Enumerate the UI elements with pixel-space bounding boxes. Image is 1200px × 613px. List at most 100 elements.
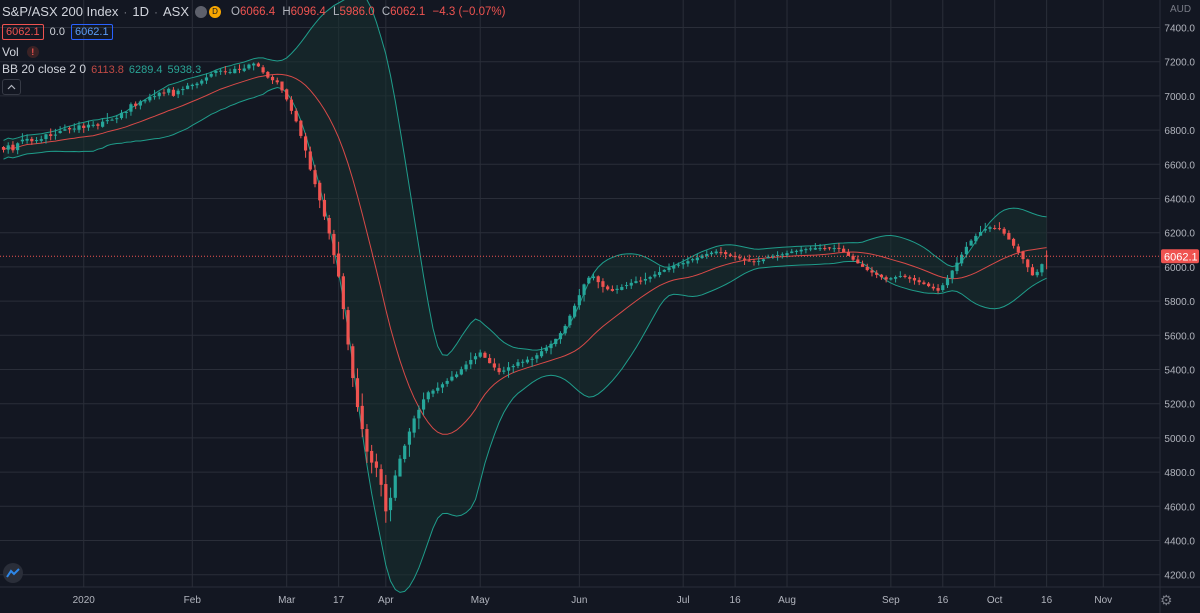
currency-label: AUD bbox=[1170, 4, 1191, 15]
candle-body bbox=[587, 277, 591, 284]
candle-body bbox=[44, 134, 48, 140]
candle-body bbox=[261, 67, 265, 73]
volume-label: Vol bbox=[2, 45, 19, 59]
candle-body bbox=[988, 227, 992, 229]
candle-body bbox=[440, 384, 445, 388]
candle-body bbox=[228, 71, 232, 73]
candle-body bbox=[667, 267, 671, 270]
candle-body bbox=[294, 110, 298, 122]
candle-body bbox=[351, 346, 355, 379]
time-tick-label: Aug bbox=[778, 595, 796, 606]
candle-body bbox=[1030, 267, 1035, 276]
candle-body bbox=[889, 278, 893, 280]
candle-body bbox=[327, 218, 331, 234]
price-tick-label: 6000.0 bbox=[1164, 263, 1195, 274]
candle-body bbox=[738, 257, 742, 259]
candle-body bbox=[662, 269, 666, 272]
price-tick-label: 7400.0 bbox=[1164, 24, 1195, 35]
candle-body bbox=[629, 282, 633, 286]
candle-body bbox=[181, 89, 185, 91]
candle-body bbox=[535, 355, 539, 359]
price-tick-label: 7200.0 bbox=[1164, 58, 1195, 69]
candle-body bbox=[893, 277, 898, 279]
candle-body bbox=[110, 119, 114, 121]
candle-body bbox=[247, 64, 251, 69]
candle-body bbox=[478, 352, 482, 357]
candle-body bbox=[761, 259, 766, 262]
candle-body bbox=[842, 248, 846, 253]
symbol-name[interactable]: S&P/ASX 200 Index bbox=[2, 4, 119, 19]
candle-body bbox=[337, 253, 341, 277]
tradingview-logo-icon[interactable] bbox=[3, 563, 23, 583]
candle-body bbox=[129, 104, 133, 112]
candle-body bbox=[346, 310, 350, 345]
symbol-legend[interactable]: S&P/ASX 200 Index · 1D · ASX D O6066.4 H… bbox=[2, 4, 506, 19]
candle-body bbox=[167, 88, 171, 93]
candle-body bbox=[374, 461, 378, 468]
candle-body bbox=[82, 125, 86, 128]
candle-body bbox=[1035, 271, 1039, 276]
candle-body bbox=[6, 145, 10, 150]
candle-body bbox=[473, 356, 478, 360]
candle-body bbox=[403, 445, 407, 460]
candle-body bbox=[313, 170, 317, 185]
candle-body bbox=[931, 286, 935, 289]
candle-body bbox=[365, 429, 369, 452]
candle-body bbox=[67, 128, 72, 130]
candle-body bbox=[58, 131, 62, 134]
bb-legend[interactable]: BB 20 close 2 0 6113.8 6289.4 5938.3 bbox=[2, 62, 201, 76]
candle-body bbox=[643, 278, 648, 281]
time-tick-label: Sep bbox=[882, 595, 900, 606]
warning-icon[interactable]: ! bbox=[26, 46, 39, 58]
candle-body bbox=[596, 276, 600, 283]
candle-body bbox=[497, 368, 501, 373]
candle-body bbox=[242, 68, 246, 71]
candle-body bbox=[634, 281, 638, 284]
time-tick-label: Nov bbox=[1094, 595, 1112, 606]
chevron-up-icon[interactable] bbox=[2, 79, 21, 95]
candle-body bbox=[266, 71, 270, 78]
time-tick-label: Jun bbox=[571, 595, 587, 606]
time-tick-label: 17 bbox=[333, 595, 345, 606]
candle-body bbox=[492, 363, 496, 368]
candle-body bbox=[950, 270, 954, 279]
ohlc-values: O6066.4 H6096.4 L5986.0 C6062.1 −4.3 (−0… bbox=[231, 5, 506, 18]
interval-label[interactable]: 1D bbox=[132, 4, 149, 19]
price-tick-label: 6400.0 bbox=[1164, 195, 1195, 206]
bb-values: 6113.8 6289.4 5938.3 bbox=[91, 64, 202, 76]
sell-price-button[interactable]: 6062.1 bbox=[2, 24, 44, 40]
candle-body bbox=[511, 365, 515, 368]
candle-body bbox=[96, 124, 100, 126]
candle-body bbox=[124, 111, 128, 113]
candle-body bbox=[1021, 251, 1025, 260]
candle-body bbox=[875, 272, 879, 275]
candle-body bbox=[898, 275, 902, 277]
candle-body bbox=[322, 199, 327, 217]
candle-body bbox=[860, 264, 865, 267]
time-axis[interactable]: 2020 Feb Mar 17 Apr May Jun Jul 16 Aug Sep 16 Oct 16 N… bbox=[73, 595, 1113, 606]
candle-body bbox=[25, 138, 29, 141]
gear-icon[interactable]: ⚙ bbox=[1160, 592, 1173, 608]
candle-body bbox=[200, 80, 204, 84]
candle-body bbox=[450, 376, 454, 381]
price-tick-label: 6200.0 bbox=[1164, 229, 1195, 240]
candle-body bbox=[691, 259, 695, 261]
candle-body bbox=[827, 247, 832, 249]
candle-body bbox=[686, 261, 690, 264]
time-tick-label: May bbox=[471, 595, 490, 606]
candle-body bbox=[771, 255, 775, 257]
candle-body bbox=[455, 374, 459, 377]
candle-body bbox=[785, 253, 789, 256]
candle-body bbox=[709, 252, 714, 255]
price-axis[interactable]: 4200.0 4400.0 4600.0 4800.0 5000.0 5200.0 5400… bbox=[1164, 24, 1195, 582]
candle-body bbox=[190, 84, 194, 87]
candle-body bbox=[360, 405, 364, 430]
candle-body bbox=[747, 260, 751, 262]
candle-body bbox=[195, 83, 199, 86]
volume-legend[interactable]: Vol ! bbox=[2, 45, 39, 59]
bollinger-upper-band bbox=[3, 0, 1047, 356]
candle-body bbox=[705, 253, 709, 257]
buy-price-button[interactable]: 6062.1 bbox=[70, 24, 113, 40]
candle-body bbox=[233, 68, 237, 74]
